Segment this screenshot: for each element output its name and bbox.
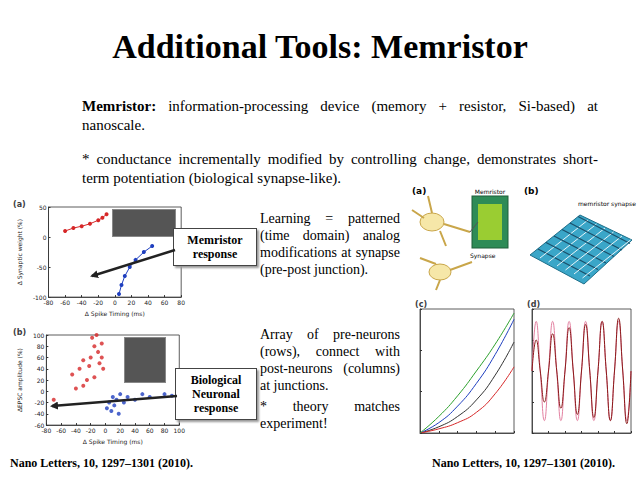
- svg-text:(d): (d): [527, 300, 540, 309]
- svg-text:(a): (a): [13, 200, 26, 209]
- svg-text:-60: -60: [56, 427, 66, 434]
- svg-text:80: 80: [161, 427, 169, 434]
- svg-text:-20: -20: [86, 427, 96, 434]
- svg-text:0: 0: [104, 427, 108, 434]
- svg-text:(c): (c): [415, 300, 427, 309]
- svg-text:-80: -80: [41, 427, 51, 434]
- svg-text:-20: -20: [93, 299, 103, 306]
- svg-text:80: 80: [177, 299, 185, 306]
- html-text:Memristor: information-process: Memristor: information-processing device…: [82, 98, 598, 133]
- svg-text:60: 60: [146, 427, 154, 434]
- svg-text:0: 0: [41, 388, 45, 395]
- svg-text:memristor synapse: memristor synapse: [578, 200, 636, 208]
- svg-text:20: 20: [37, 377, 45, 384]
- svg-text:40: 40: [144, 299, 152, 306]
- html-text:* theory matches experiment!: * theory matches experiment!: [260, 399, 400, 431]
- svg-text:-40: -40: [35, 410, 45, 417]
- html-text:Memristor response: Memristor response: [187, 233, 243, 261]
- svg-text:-40: -40: [77, 299, 87, 306]
- svg-text:40: 40: [131, 427, 139, 434]
- html-text:Additional Tools: Memristor: Additional Tools: Memristor: [112, 28, 528, 65]
- svg-text:Δ Synaptic weight (%): Δ Synaptic weight (%): [16, 219, 24, 285]
- svg-text:-40: -40: [71, 427, 81, 434]
- html-text:* conductance incrementally mo: * conductance incrementally modified by …: [82, 151, 598, 186]
- html-text:Nano Letters, 10, 1297–1301 (2: Nano Letters, 10, 1297–1301 (2010).: [432, 456, 615, 470]
- svg-text:80: 80: [37, 343, 45, 350]
- html-text:Array of pre-neurons (rows), c: Array of pre-neurons (rows), connect wit…: [260, 327, 400, 393]
- svg-text:-60: -60: [60, 299, 70, 306]
- html-text:Learning = patterned (time dom: Learning = patterned (time domain) analo…: [260, 211, 400, 277]
- svg-text:60: 60: [161, 299, 169, 306]
- svg-text:Synapse: Synapse: [470, 252, 496, 260]
- svg-text:(a): (a): [412, 186, 426, 196]
- svg-text:50: 50: [39, 204, 47, 211]
- svg-text:100: 100: [33, 332, 45, 339]
- svg-text:40: 40: [37, 365, 45, 372]
- svg-text:60: 60: [37, 354, 45, 361]
- svg-text:-100: -100: [32, 293, 47, 301]
- svg-text:Memristor: Memristor: [475, 188, 506, 195]
- svg-text:(b): (b): [13, 328, 26, 337]
- svg-text:-60: -60: [34, 421, 45, 429]
- svg-text:Δ Spike Timing (ms): Δ Spike Timing (ms): [85, 310, 145, 318]
- svg-text:-20: -20: [35, 399, 45, 406]
- html-text:Nano Letters, 10, 1297–1301 (2: Nano Letters, 10, 1297–1301 (2010).: [10, 456, 193, 470]
- html-text:Biological Neuronal response: Biological Neuronal response: [190, 373, 242, 415]
- svg-text:ΔEPSC amplitude (%): ΔEPSC amplitude (%): [16, 348, 24, 412]
- svg-text:0: 0: [43, 234, 47, 241]
- svg-text:-50: -50: [37, 264, 47, 271]
- svg-text:0: 0: [113, 299, 117, 306]
- svg-text:-80: -80: [44, 299, 54, 306]
- svg-text:100: 100: [174, 427, 186, 434]
- svg-text:Δ Spike Timing (ms): Δ Spike Timing (ms): [83, 438, 143, 446]
- svg-text:20: 20: [116, 427, 124, 434]
- svg-text:(b): (b): [524, 186, 539, 196]
- svg-text:20: 20: [128, 299, 136, 306]
